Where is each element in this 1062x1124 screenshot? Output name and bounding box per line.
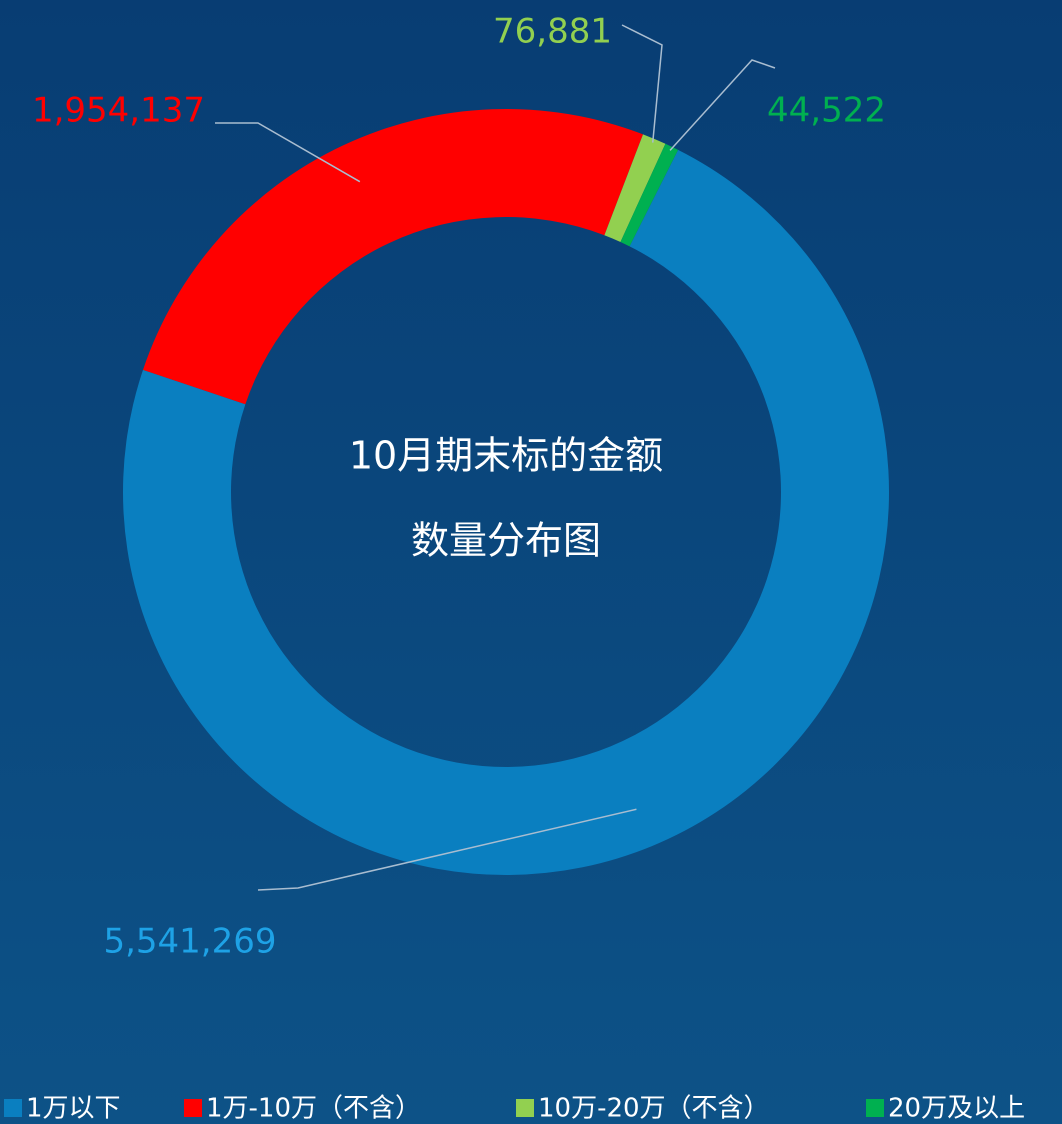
- legend-label: 1万以下: [26, 1094, 121, 1124]
- chart-title: 10月期末标的金额: [349, 434, 663, 478]
- data-label: 44,522: [767, 91, 886, 131]
- donut-segment: [604, 134, 666, 242]
- legend-swatch: [184, 1099, 202, 1117]
- leader-line: [669, 59, 776, 151]
- data-label: 76,881: [493, 12, 612, 52]
- data-label: 5,541,269: [103, 922, 276, 962]
- leader-line: [257, 808, 637, 891]
- legend-label: 10万-20万（不含）: [538, 1094, 770, 1124]
- legend-label: 1万-10万（不含）: [206, 1094, 421, 1124]
- donut-segment: [143, 108, 644, 405]
- donut-segment: [620, 143, 679, 247]
- legend-label: 20万及以上: [888, 1094, 1025, 1124]
- data-label: 1,954,137: [32, 91, 205, 131]
- legend-swatch: [4, 1099, 22, 1117]
- chart-title: 数量分布图: [411, 519, 601, 563]
- donut-segment: [122, 149, 890, 875]
- legend-swatch: [516, 1099, 534, 1117]
- legend-swatch: [866, 1099, 884, 1117]
- leader-line: [215, 122, 361, 183]
- leader-line: [621, 24, 663, 143]
